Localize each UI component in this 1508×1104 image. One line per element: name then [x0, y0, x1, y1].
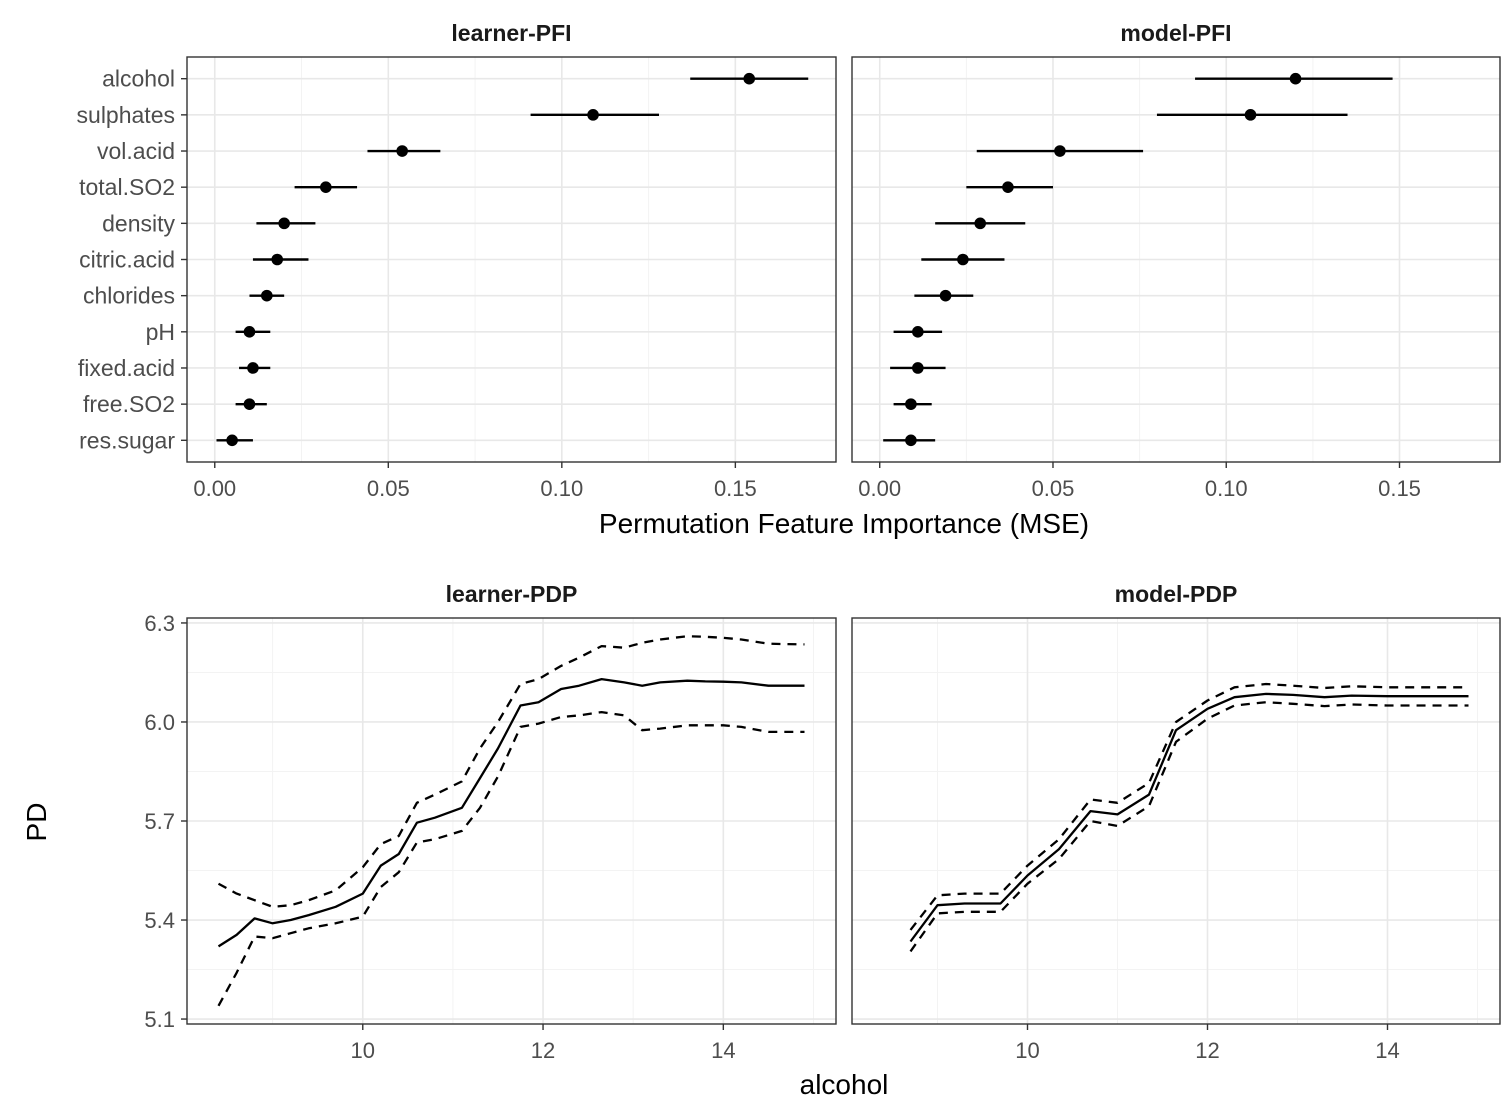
model-pfi-x-tick-label: 0.05 [1032, 476, 1075, 501]
pdp-x-axis-title: alcohol [800, 1069, 889, 1100]
model-pfi-x-tick-label: 0.15 [1378, 476, 1421, 501]
learner-pdp-band-line [217, 710, 805, 1007]
learner-pfi-point [320, 181, 332, 193]
learner-pdp-x-tick-label: 12 [531, 1038, 555, 1063]
model-pdp-band-line [909, 701, 1469, 953]
model-pfi-point [912, 362, 924, 374]
learner-pdp-y-tick-label: 5.1 [144, 1007, 175, 1032]
model-pfi-x-tick-label: 0.00 [858, 476, 901, 501]
learner-pfi-category-label: pH [146, 319, 175, 345]
model-pdp-x-tick-label: 10 [1015, 1038, 1039, 1063]
model-pfi-strip-title: model-PFI [1120, 20, 1231, 46]
model-pfi-point [1054, 145, 1066, 157]
learner-pdp-x-tick-label: 14 [711, 1038, 735, 1063]
learner-pdp-y-tick-label: 6.0 [144, 710, 175, 735]
learner-pfi-category-label: fixed.acid [78, 355, 175, 381]
learner-pfi-category-label: citric.acid [79, 247, 175, 273]
learner-pfi-category-label: total.SO2 [79, 174, 175, 200]
model-pfi-x-tick-label: 0.10 [1205, 476, 1248, 501]
pfi-x-axis-title: Permutation Feature Importance (MSE) [599, 508, 1089, 539]
model-pfi-point [912, 326, 924, 338]
learner-pfi-panel-border [186, 56, 837, 463]
model-pdp-x-tick-label: 14 [1375, 1038, 1399, 1063]
model-pdp-mean-line [909, 692, 1469, 943]
model-pfi-point [974, 217, 987, 230]
learner-pdp-y-tick-label: 5.7 [144, 809, 175, 834]
learner-pfi-point [243, 326, 256, 338]
model-pfi-point [1289, 72, 1302, 85]
learner-pfi-category-label: vol.acid [97, 138, 175, 164]
pdp-y-axis-title: PD [21, 803, 52, 842]
model-pfi-point [1002, 181, 1014, 193]
learner-pfi-category-label: res.sugar [79, 427, 175, 453]
learner-pfi-x-tick-label: 0.15 [714, 476, 757, 501]
learner-pdp-band-line [217, 635, 805, 908]
learner-pfi-strip-title: learner-PFI [451, 20, 571, 46]
learner-pfi-point [271, 253, 284, 266]
learner-pfi-x-tick-label: 0.00 [193, 476, 236, 501]
frame-layer [181, 56, 1501, 1030]
model-pfi-point [939, 289, 952, 302]
learner-pfi-point [247, 362, 259, 374]
learner-pfi-point [743, 72, 756, 85]
text-layer: Permutation Feature Importance (MSE) alc… [21, 20, 1421, 1100]
learner-pfi-category-label: alcohol [102, 66, 175, 92]
model-pfi-point [957, 253, 969, 266]
learner-pfi-category-label: free.SO2 [83, 391, 175, 417]
learner-pdp-mean-line [217, 677, 805, 948]
grid-layer [187, 57, 1500, 1024]
model-pdp-strip-title: model-PDP [1115, 581, 1238, 607]
model-pdp-x-tick-label: 12 [1195, 1038, 1219, 1063]
learner-pdp-x-tick-label: 10 [351, 1038, 375, 1063]
model-pfi-point [905, 434, 917, 447]
learner-pfi-point [261, 289, 273, 302]
learner-pfi-point [278, 217, 290, 230]
learner-pfi-point [587, 109, 599, 121]
model-pdp-panel-border [851, 617, 1501, 1025]
model-pfi-point [1244, 109, 1257, 121]
learner-pfi-point [243, 398, 256, 410]
learner-pdp-y-tick-label: 6.3 [144, 611, 175, 636]
data-layer [216, 72, 1469, 1007]
learner-pdp-y-tick-label: 5.4 [144, 908, 175, 933]
model-pdp-band-line [909, 682, 1469, 931]
learner-pfi-point [226, 434, 238, 447]
learner-pfi-point [396, 145, 408, 157]
learner-pdp-strip-title: learner-PDP [446, 581, 578, 607]
learner-pfi-x-tick-label: 0.10 [540, 476, 583, 501]
learner-pfi-x-tick-label: 0.05 [367, 476, 410, 501]
model-pfi-point [905, 398, 917, 410]
model-pfi-panel-border [851, 56, 1501, 463]
learner-pfi-category-label: density [102, 210, 175, 236]
learner-pfi-category-label: sulphates [77, 102, 175, 128]
learner-pfi-category-label: chlorides [83, 283, 175, 309]
learner-pdp-panel-border [186, 617, 837, 1025]
